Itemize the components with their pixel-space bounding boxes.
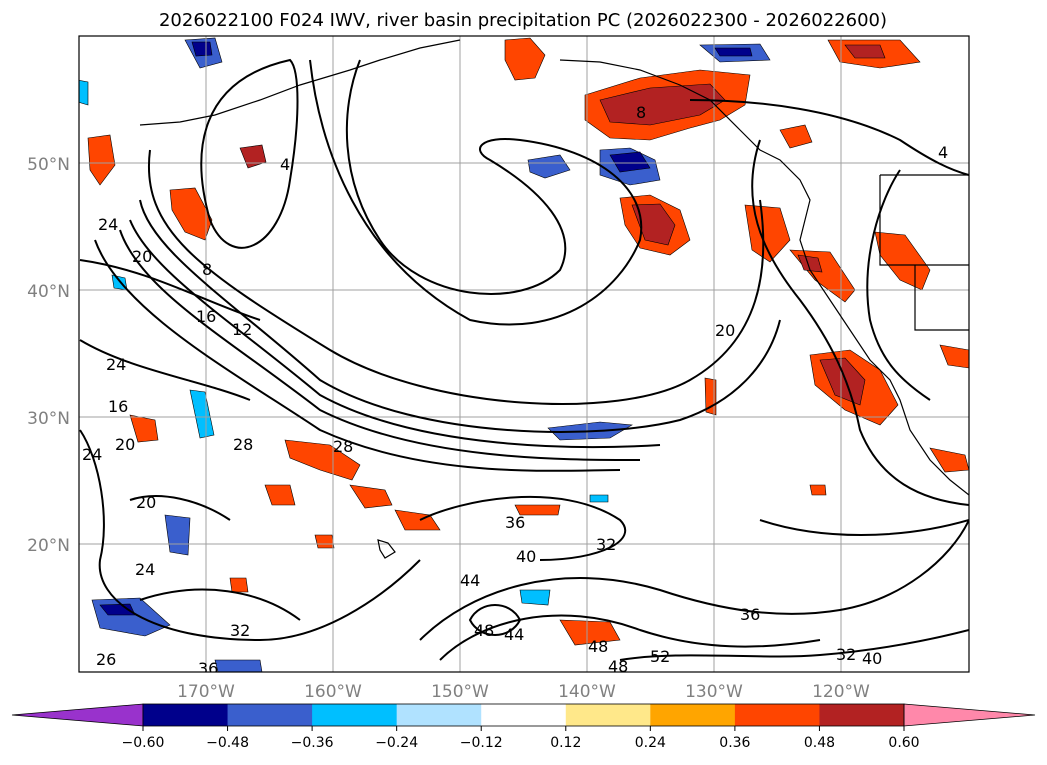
lat-label: 20°N <box>27 536 70 556</box>
contour-label: 4 <box>938 143 948 162</box>
contour-label: 28 <box>333 437 353 456</box>
map-title: 2026022100 F024 IWV, river basin precipi… <box>159 10 887 31</box>
colorbar-segment <box>312 704 398 726</box>
colorbar-segment <box>143 704 229 726</box>
longitude-labels: 170°W 160°W 150°W 140°W 130°W 120°W <box>177 682 870 702</box>
contour-label: 48 <box>608 657 628 676</box>
lon-label: 160°W <box>304 682 362 702</box>
contour-label: 20 <box>115 435 135 454</box>
contour-label: 24 <box>82 445 102 464</box>
contour-label: 8 <box>636 103 646 122</box>
colorbar-tick-label: 0.36 <box>719 735 750 751</box>
contour-label: 32 <box>836 645 856 664</box>
colorbar-segments <box>143 704 905 726</box>
latitude-labels: 50°N 40°N 30°N 20°N <box>27 155 70 556</box>
colorbar-segment <box>396 704 482 726</box>
colorbar: −0.60 −0.48 −0.36 −0.24 −0.12 0.12 0.24 0.36 0.4… <box>11 703 1036 751</box>
lat-label: 40°N <box>27 282 70 302</box>
lat-label: 30°N <box>27 409 70 429</box>
contour-label: 20 <box>715 321 735 340</box>
colorbar-tick-label: −0.24 <box>375 735 418 751</box>
colorbar-tick-label: −0.36 <box>291 735 334 751</box>
contour-label: 24 <box>106 355 126 374</box>
lon-label: 150°W <box>431 682 489 702</box>
coastlines <box>139 39 969 559</box>
lon-label: 170°W <box>177 682 235 702</box>
contour-label: 12 <box>232 320 252 339</box>
contour-label: 20 <box>132 247 152 266</box>
lon-label: 130°W <box>685 682 743 702</box>
colorbar-tick-label: 0.12 <box>550 735 581 751</box>
contour-label: 48 <box>474 621 494 640</box>
contour-label: 32 <box>596 535 616 554</box>
colorbar-segment <box>565 704 651 726</box>
contour-label: 36 <box>740 605 760 624</box>
colorbar-tick-label: −0.48 <box>206 735 249 751</box>
contour-label: 52 <box>650 647 670 666</box>
colorbar-frame <box>142 703 905 727</box>
contour-label: 36 <box>505 513 525 532</box>
contour-label: 8 <box>202 260 212 279</box>
lon-label: 140°W <box>558 682 616 702</box>
contour-labels: 4 4 8 8 12 16 20 20 20 20 24 24 24 24 16… <box>82 103 948 678</box>
contour-label: 48 <box>588 637 608 656</box>
contour-label: 20 <box>136 493 156 512</box>
colorbar-segment <box>650 704 736 726</box>
colorbar-segment <box>819 704 905 726</box>
colorbar-segment <box>227 704 313 726</box>
contour-label: 40 <box>516 547 536 566</box>
lon-label: 120°W <box>812 682 870 702</box>
lat-label: 50°N <box>27 155 70 175</box>
contour-label: 32 <box>230 621 250 640</box>
colorbar-tick-label: 0.60 <box>888 735 919 751</box>
colorbar-extend-high <box>903 703 1036 727</box>
iwv-contours <box>79 58 969 661</box>
colorbar-segment <box>481 704 567 726</box>
contour-label: 44 <box>504 625 524 644</box>
colorbar-ticks: −0.60 −0.48 −0.36 −0.24 −0.12 0.12 0.24 0.36 0.4… <box>122 726 920 751</box>
contour-label: 4 <box>280 155 290 174</box>
colorbar-tick-label: −0.12 <box>460 735 503 751</box>
contour-label: 26 <box>96 650 116 669</box>
colorbar-segment <box>734 704 820 726</box>
contour-label: 24 <box>98 215 118 234</box>
contour-label: 16 <box>108 397 128 416</box>
contour-label: 36 <box>198 659 218 678</box>
map-frame <box>78 35 970 673</box>
contour-label: 28 <box>233 435 253 454</box>
contour-label: 16 <box>196 307 216 326</box>
colorbar-tick-label: 0.48 <box>804 735 835 751</box>
contour-label: 44 <box>460 571 480 590</box>
colorbar-tick-label: 0.24 <box>635 735 666 751</box>
colorbar-extend-low <box>11 703 144 727</box>
precip-anomaly-shading <box>79 37 969 672</box>
colorbar-tick-label: −0.60 <box>122 735 165 751</box>
contour-label: 40 <box>862 649 882 668</box>
contour-label: 24 <box>135 560 155 579</box>
map-panel: 4 4 8 8 12 16 20 20 20 20 24 24 24 24 16… <box>79 36 969 678</box>
